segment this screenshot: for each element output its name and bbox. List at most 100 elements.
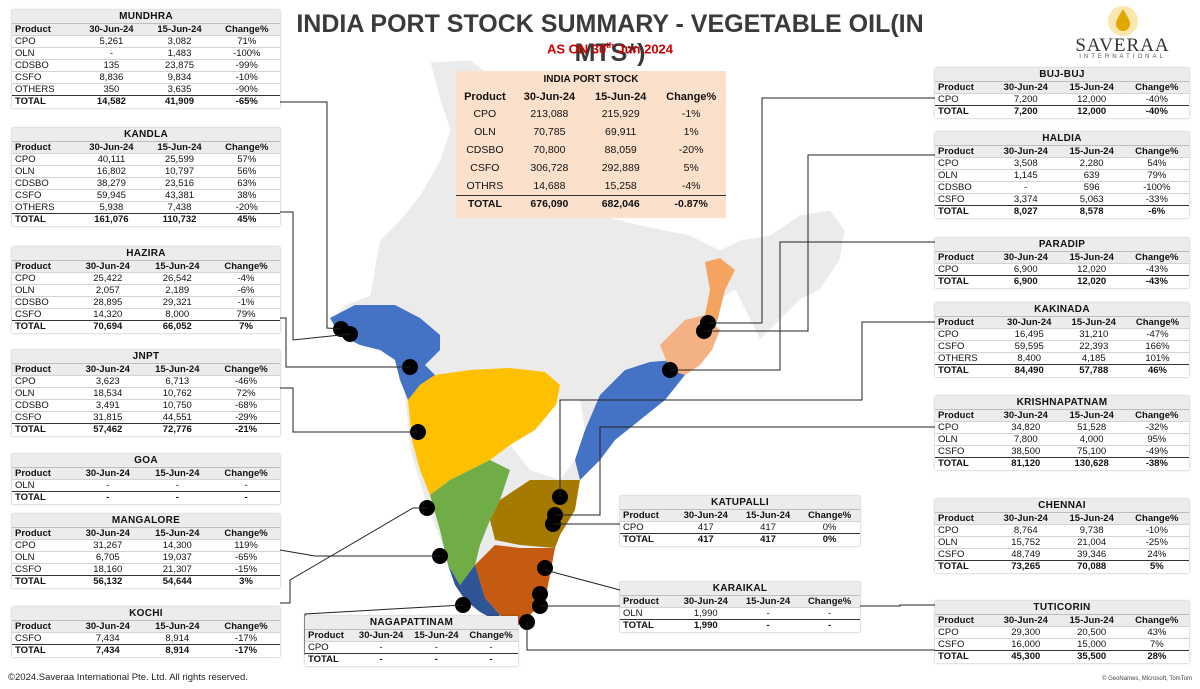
table-cell: -: [408, 641, 465, 654]
column-header: 30-Jun-24: [674, 595, 737, 608]
total-cell: 3%: [212, 575, 280, 588]
table-cell: 639: [1058, 169, 1125, 182]
table-cell: 3,635: [145, 83, 214, 96]
summary-cell: CSFO: [470, 162, 500, 174]
port-marker-nagapattinam: [532, 586, 548, 602]
table-cell: -: [353, 641, 409, 654]
total-cell: -: [464, 653, 518, 666]
port-table-jnpt: JNPT Product 30-Jun-24 15-Jun-24 Change% CPO 3…: [12, 350, 280, 436]
port-marker-krishnapatnam: [552, 489, 568, 505]
port-marker-mangalore: [432, 548, 448, 564]
logo-subtitle: INTERNATIONAL: [1079, 54, 1166, 60]
table-cell: 16,802: [77, 165, 146, 178]
total-cell: -: [736, 619, 800, 632]
port-stock-table: Product 30-Jun-24 15-Jun-24 Change% CPO 6,900…: [935, 251, 1189, 288]
port-marker-tuticorin: [519, 614, 535, 630]
column-header: 15-Jun-24: [142, 467, 213, 480]
column-header: Product: [935, 145, 993, 158]
table-cell: CPO: [935, 328, 997, 341]
summary-table: Product 30-Jun-24 15-Jun-24 Change% CPO 2…: [456, 88, 726, 213]
column-header: 30-Jun-24: [992, 145, 1059, 158]
table-header-row: Product 30-Jun-24 15-Jun-24 Change%: [935, 251, 1189, 264]
table-cell: 417: [674, 521, 737, 534]
total-cell: 6,900: [992, 275, 1059, 288]
summary-cell: CDSBO: [466, 144, 504, 156]
port-name: HAZIRA: [12, 247, 280, 260]
table-cell: CSFO: [935, 638, 993, 651]
column-header: Product: [935, 512, 993, 525]
table-cell: -46%: [212, 375, 280, 388]
table-cell: 21,307: [142, 563, 213, 576]
table-cell: 12,020: [1058, 263, 1125, 276]
summary-cell: 5%: [683, 162, 699, 174]
summary-row: CDSBO 70,800 88,059 -20%: [456, 141, 726, 159]
table-row: OLN 6,705 19,037 -65%: [12, 551, 280, 564]
table-cell: -25%: [1124, 536, 1189, 549]
table-cell: 3,623: [72, 375, 143, 388]
table-cell: 3,508: [992, 157, 1059, 170]
table-header-row: Product 30-Jun-24 15-Jun-24 Change%: [12, 141, 280, 154]
summary-total-cell: -0.87%: [656, 194, 726, 213]
table-cell: 4,185: [1061, 352, 1126, 365]
table-cell: OLN: [12, 551, 73, 564]
table-cell: CDSBO: [12, 296, 73, 309]
total-cell: 84,490: [996, 364, 1062, 377]
port-table-krishnapatnam: KRISHNAPATNAM Product 30-Jun-24 15-Jun-24 Ch…: [935, 396, 1189, 470]
table-cell: OLN: [12, 47, 78, 60]
table-row: CPO 5,261 3,082 71%: [12, 35, 280, 48]
column-header: 30-Jun-24: [72, 260, 143, 273]
summary-total-cell: 676,090: [513, 194, 586, 213]
port-table-mangalore: MANGALORE Product 30-Jun-24 15-Jun-24 Change…: [12, 514, 280, 588]
page-title: INDIA PORT STOCK SUMMARY - VEGETABLE OIL…: [296, 10, 924, 67]
summary-cell: 292,889: [601, 162, 640, 174]
table-cell: 31,815: [72, 411, 143, 424]
table-cell: 12,000: [1058, 93, 1125, 106]
table-cell: 101%: [1125, 352, 1189, 365]
summary-cell: OTHRS: [466, 179, 504, 192]
total-row: TOTAL - - -: [305, 653, 518, 666]
table-row: CPO 31,267 14,300 119%: [12, 539, 280, 552]
table-header-row: Product 30-Jun-24 15-Jun-24 Change%: [620, 595, 860, 608]
port-marker-goa: [419, 500, 435, 516]
table-cell: 7,200: [992, 93, 1059, 106]
table-cell: 4,000: [1058, 433, 1125, 446]
table-row: OTHERS 5,938 7,438 -20%: [12, 201, 280, 214]
table-cell: 16,495: [996, 328, 1062, 341]
table-row: CPO 3,508 2,280 54%: [935, 157, 1189, 170]
table-cell: -33%: [1124, 193, 1189, 206]
table-cell: 57%: [213, 153, 280, 166]
table-row: CPO 417 417 0%: [620, 521, 860, 534]
table-cell: -6%: [212, 284, 280, 297]
table-header-row: Product 30-Jun-24 15-Jun-24 Change%: [305, 629, 518, 642]
table-cell: 23,875: [145, 59, 214, 72]
port-marker-kakinada: [662, 362, 678, 378]
table-cell: 18,534: [72, 387, 143, 400]
port-name: HALDIA: [935, 132, 1189, 145]
port-marker-karaikal: [537, 560, 553, 576]
table-cell: CPO: [620, 521, 675, 534]
table-cell: 2,057: [72, 284, 143, 297]
total-cell: TOTAL: [935, 205, 993, 218]
table-cell: -20%: [213, 201, 280, 214]
port-table-mundhra: MUNDHRA Product 30-Jun-24 15-Jun-24 Change% C…: [12, 10, 280, 108]
table-cell: 51,528: [1058, 421, 1125, 434]
total-cell: 5%: [1124, 560, 1189, 573]
table-cell: CPO: [12, 153, 78, 166]
table-cell: CPO: [935, 93, 993, 106]
column-header: 15-Jun-24: [142, 620, 213, 633]
total-row: TOTAL 56,132 54,644 3%: [12, 575, 280, 588]
port-name: BUJ-BUJ: [935, 68, 1189, 81]
column-header: Product: [935, 614, 993, 627]
table-cell: OLN: [935, 433, 993, 446]
table-header-row: Product 30-Jun-24 15-Jun-24 Change%: [12, 467, 280, 480]
column-header: Change%: [1124, 614, 1189, 627]
table-row: CPO 16,495 31,210 -47%: [935, 328, 1189, 341]
total-cell: 70,088: [1058, 560, 1125, 573]
port-table-kochi: KOCHI Product 30-Jun-24 15-Jun-24 Change% CSF…: [12, 607, 280, 657]
table-cell: 72%: [212, 387, 280, 400]
table-header-row: Product 30-Jun-24 15-Jun-24 Change%: [935, 145, 1189, 158]
summary-cell: 14,688: [533, 179, 566, 192]
total-cell: -17%: [212, 644, 280, 657]
port-name: KARAIKAL: [620, 582, 860, 595]
total-cell: TOTAL: [305, 653, 354, 666]
